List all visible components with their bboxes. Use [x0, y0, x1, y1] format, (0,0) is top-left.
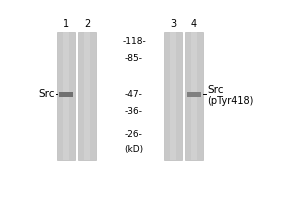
Bar: [185, 32, 202, 160]
Bar: [191, 32, 197, 160]
Bar: [63, 32, 69, 160]
Bar: [59, 92, 73, 97]
Text: Src: Src: [38, 89, 55, 99]
Bar: [57, 32, 75, 160]
Text: -36-: -36-: [125, 107, 143, 116]
Text: -47-: -47-: [125, 90, 143, 99]
Text: (kD): (kD): [124, 145, 144, 154]
Bar: [164, 32, 182, 160]
Text: 1: 1: [63, 19, 69, 29]
Text: 4: 4: [191, 19, 197, 29]
Bar: [84, 32, 90, 160]
Text: Src: Src: [207, 85, 224, 95]
Bar: [78, 32, 96, 160]
Text: 3: 3: [170, 19, 176, 29]
Text: -85-: -85-: [125, 54, 143, 63]
Text: -118-: -118-: [122, 37, 146, 46]
Text: (pTyr418): (pTyr418): [207, 96, 254, 106]
Text: 2: 2: [84, 19, 90, 29]
Text: -26-: -26-: [125, 130, 143, 139]
Bar: [170, 32, 176, 160]
Bar: [187, 92, 201, 97]
